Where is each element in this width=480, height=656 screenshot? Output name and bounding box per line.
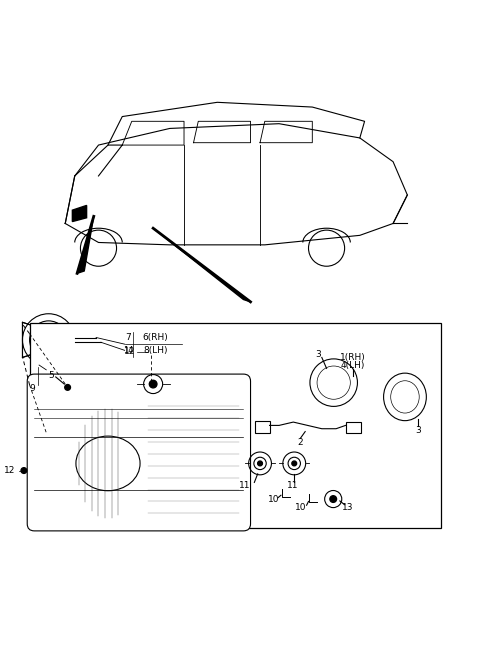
Circle shape [65,384,71,390]
Circle shape [40,366,44,370]
Text: 9: 9 [29,384,35,394]
FancyBboxPatch shape [125,332,181,356]
Text: 10: 10 [295,503,306,512]
Polygon shape [153,228,251,302]
Text: 6(RH): 6(RH) [143,333,168,342]
Circle shape [309,230,345,266]
Circle shape [292,461,297,466]
Circle shape [45,336,52,344]
Circle shape [149,380,157,388]
Text: 1(RH): 1(RH) [340,353,366,362]
Circle shape [258,461,263,466]
Text: 12: 12 [4,466,15,475]
Circle shape [99,340,103,344]
Text: 2: 2 [298,438,303,447]
Text: 10: 10 [267,495,279,504]
Text: 12: 12 [124,347,135,356]
Text: 11: 11 [239,482,251,490]
FancyBboxPatch shape [27,374,251,531]
Text: 5: 5 [48,371,54,380]
Text: 3: 3 [415,426,421,435]
Polygon shape [77,216,94,274]
Circle shape [148,350,153,354]
FancyBboxPatch shape [346,422,361,434]
Text: 4(LH): 4(LH) [340,361,365,369]
FancyBboxPatch shape [255,420,271,432]
FancyBboxPatch shape [30,323,441,527]
Circle shape [94,336,98,339]
Circle shape [21,468,27,474]
Text: 14: 14 [123,346,133,355]
Text: 8(LH): 8(LH) [143,346,168,355]
Text: 11: 11 [287,482,298,490]
Polygon shape [72,205,86,222]
Text: 3: 3 [315,350,321,359]
Text: 13: 13 [342,503,353,512]
Circle shape [81,230,117,266]
Text: 7: 7 [125,333,131,342]
Circle shape [330,496,336,502]
